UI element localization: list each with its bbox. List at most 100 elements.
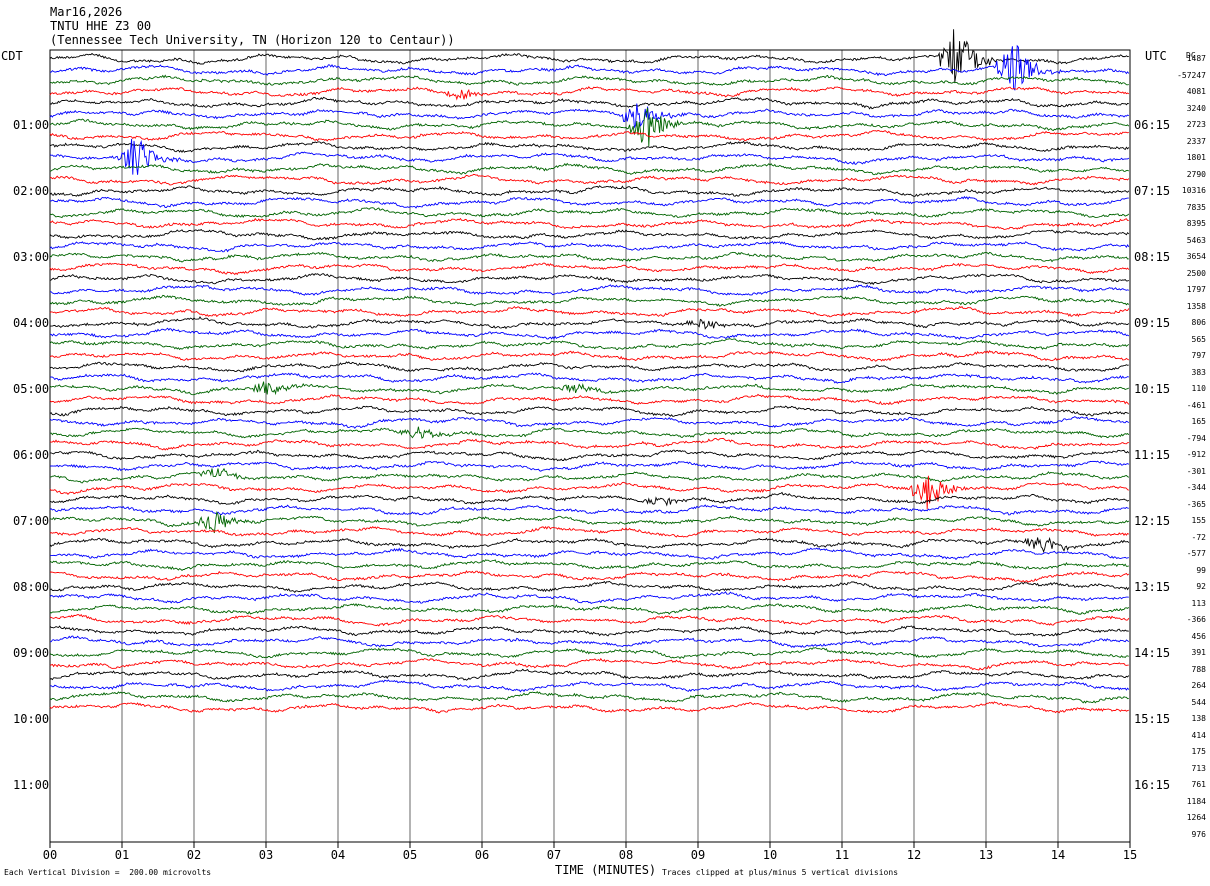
trace-row-27	[49, 350, 1130, 362]
dc-offset-label: -794	[1186, 433, 1206, 443]
dc-offset-label: -365	[1186, 499, 1206, 509]
dc-offset-label: 414	[1191, 730, 1206, 740]
trace-row-56	[49, 668, 1130, 681]
trace-row-2	[49, 74, 1129, 86]
right-hour-label: 12:15	[1134, 514, 1171, 528]
dc-offset-label: 2790	[1186, 169, 1206, 179]
dc-offset-label: -366	[1186, 615, 1206, 624]
dc-offset-label: 2337	[1186, 136, 1206, 146]
dc-offset-label: -577	[1186, 549, 1206, 558]
x-tick-label-06: 06	[475, 848, 489, 862]
dc-offset-label: 1487	[1186, 54, 1206, 63]
trace-row-12	[49, 185, 1130, 197]
dc-offset-label: 3240	[1186, 103, 1206, 113]
trace-row-59	[49, 701, 1129, 714]
trace-row-38	[50, 467, 1130, 484]
trace-row-33	[49, 416, 1130, 429]
dc-offset-label: 110	[1191, 384, 1206, 393]
x-tick-label-02: 02	[187, 848, 201, 862]
trace-row-29	[49, 372, 1129, 384]
trace-row-7	[49, 129, 1129, 142]
trace-row-31	[49, 393, 1130, 406]
right-hour-label: 14:15	[1134, 646, 1171, 660]
trace-row-3	[49, 86, 1130, 101]
x-tick-label-13: 13	[979, 848, 993, 862]
trace-row-52	[49, 625, 1129, 637]
dc-offset-label: 544	[1191, 697, 1206, 707]
dc-offset-label: 3654	[1186, 252, 1206, 261]
right-hour-label: 06:15	[1134, 118, 1171, 132]
trace-row-23	[49, 305, 1130, 318]
trace-row-0	[49, 29, 1129, 83]
trace-lines	[49, 29, 1130, 714]
trace-row-37	[49, 460, 1130, 472]
dc-offset-label: 7835	[1186, 202, 1206, 212]
dc-offset-label: 138	[1191, 714, 1206, 723]
trace-row-13	[49, 195, 1129, 209]
trace-row-43	[49, 525, 1130, 538]
x-tick-labels: 00 01 02 03 04 05 06 07 08 09 10 11 12 13 14 15	[43, 848, 1137, 862]
dc-offset-label: -344	[1186, 483, 1206, 492]
trace-row-22	[49, 294, 1130, 307]
right-hour-label: 07:15	[1134, 184, 1171, 198]
trace-row-50	[49, 602, 1130, 615]
clip-note: Traces clipped at plus/minus 5 vertical …	[662, 868, 899, 877]
dc-offset-label: 976	[1191, 829, 1206, 839]
trace-row-19	[49, 262, 1130, 276]
trace-row-17	[49, 240, 1130, 253]
dc-offset-label: 175	[1191, 747, 1206, 756]
right-hour-label: 09:15	[1134, 316, 1171, 330]
dc-offset-label: 391	[1191, 648, 1206, 657]
trace-row-26	[49, 338, 1130, 351]
dc-offset-label: 2500	[1186, 268, 1206, 278]
dc-offset-label: 5463	[1186, 235, 1206, 245]
x-tick-label-08: 08	[619, 848, 633, 862]
left-hour-label: 01:00	[13, 118, 50, 132]
dc-offset-label: 2723	[1186, 120, 1206, 129]
trace-row-11	[49, 173, 1130, 186]
x-tick-label-04: 04	[331, 848, 345, 862]
dc-offset-label: 565	[1191, 334, 1206, 344]
dc-offset-label: 92	[1196, 582, 1206, 591]
trace-row-20	[49, 273, 1129, 286]
x-tick-label-11: 11	[835, 848, 849, 862]
dc-offset-label: 8395	[1186, 219, 1206, 228]
dc-offset-label: 10316	[1181, 186, 1206, 195]
dc-offset-label: 1797	[1186, 285, 1206, 294]
trace-row-42	[49, 510, 1130, 534]
trace-row-45	[49, 547, 1129, 561]
dc-offset-label: 4081	[1186, 87, 1206, 96]
dc-offset-label: 99	[1196, 565, 1206, 575]
dc-offset-label: 1358	[1186, 301, 1206, 311]
x-tick-label-01: 01	[115, 848, 129, 862]
dc-offset-label: 456	[1191, 631, 1206, 641]
x-tick-label-12: 12	[907, 848, 921, 862]
dc-offset-label: 383	[1191, 367, 1206, 377]
trace-row-55	[49, 657, 1129, 671]
right-hour-label: 16:15	[1134, 778, 1171, 792]
left-hour-label: 02:00	[13, 184, 50, 198]
trace-row-24	[50, 316, 1130, 330]
x-tick-label-09: 09	[691, 848, 705, 862]
trace-row-18	[49, 251, 1129, 263]
left-hour-label: 06:00	[13, 448, 50, 462]
left-hour-label: 05:00	[13, 382, 50, 396]
trace-row-9	[49, 138, 1130, 175]
x-tick-label-15: 15	[1123, 848, 1137, 862]
x-tick-label-05: 05	[403, 848, 417, 862]
dc-offset-label: 806	[1191, 318, 1206, 327]
dc-offset-label: -72	[1191, 532, 1206, 542]
trace-row-30	[49, 381, 1130, 396]
trace-row-40	[49, 491, 1130, 507]
trace-row-15	[49, 217, 1129, 230]
dc-offset-label: 1184	[1186, 796, 1206, 806]
trace-row-14	[49, 207, 1130, 219]
trace-row-48	[49, 580, 1130, 593]
trace-row-28	[49, 361, 1129, 373]
x-axis-label: TIME (MINUTES)	[555, 863, 657, 877]
trace-row-8	[49, 140, 1130, 154]
date-label: Mar16,2026	[50, 5, 123, 19]
right-hour-label: 10:15	[1134, 382, 1171, 396]
left-hour-label: 08:00	[13, 580, 50, 594]
